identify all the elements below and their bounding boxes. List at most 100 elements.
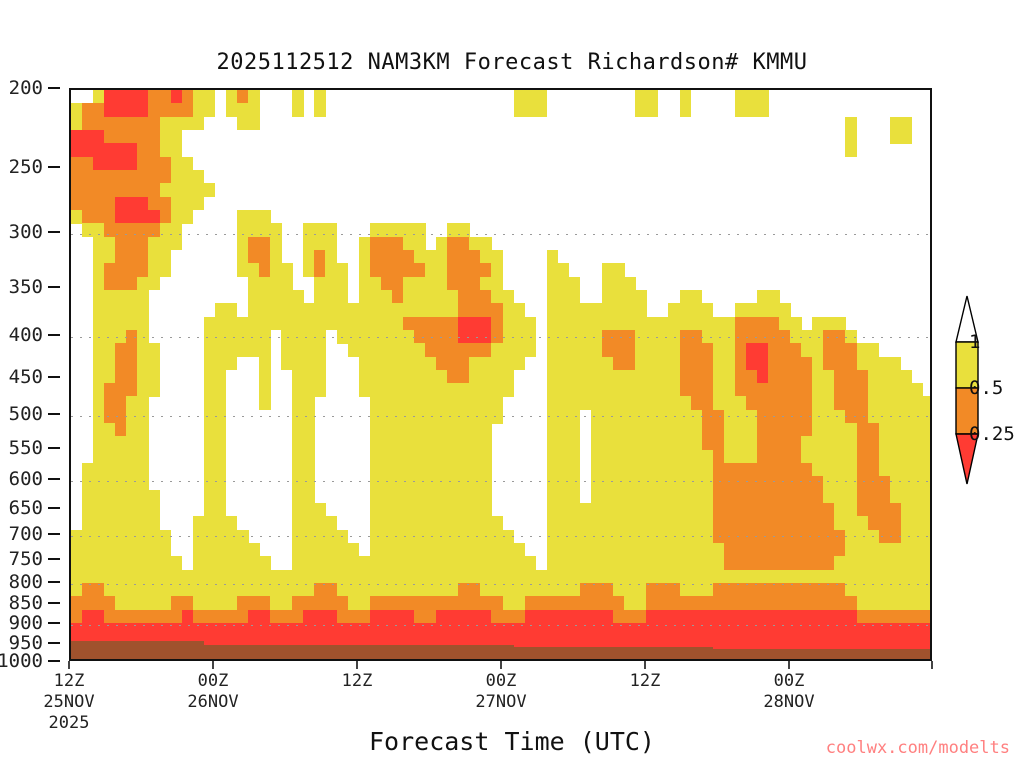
heatmap-cell [436,356,470,371]
heatmap-cell [801,436,858,451]
colorbar-tick-label: 1 [969,331,981,353]
heatmap-cell [845,583,930,597]
heatmap-cell [71,596,116,611]
heatmap-cell [480,249,503,264]
heatmap-cell [93,249,116,264]
heatmap-cell [71,583,83,597]
heatmap-cell [115,209,160,224]
heatmap-cell [104,223,160,238]
heatmap-cell [413,329,459,344]
heatmap-cell [679,329,703,344]
heatmap-cell [93,236,116,251]
y-axis-tick [48,660,60,662]
heatmap-cell [380,276,404,291]
heatmap-cell [856,596,930,611]
heatmap-cell [546,276,581,291]
heatmap-cell [336,609,371,624]
y-axis-tick [48,231,60,234]
heatmap-cell [203,369,227,384]
heatmap-cell [137,156,172,171]
heatmap-cell [369,423,492,437]
terrain-fill [203,645,293,659]
terrain-fill [292,645,515,659]
heatmap-cell [712,343,736,357]
heatmap-cell [480,583,581,597]
heatmap-cell [369,249,415,264]
heatmap-cell [856,423,880,437]
heatmap-cell [170,209,194,224]
y-axis-tick [48,533,60,535]
heatmap-cell [768,369,813,384]
heatmap-cell [635,90,658,104]
y-axis-tick-label: 250 [8,156,43,179]
heatmap-cell [369,449,492,464]
heatmap-cell [823,476,858,491]
heatmap-cell [181,90,194,104]
heatmap-cell [93,449,149,464]
gridline [71,481,930,482]
heatmap-cell [591,423,703,437]
heatmap-cell [546,449,581,464]
heatmap-cell [292,516,338,531]
heatmap-cell [314,583,338,597]
heatmap-cell [856,476,891,491]
heatmap-cell [71,183,160,198]
heatmap-cell [712,476,824,491]
heatmap-cell [679,90,692,104]
heatmap-cell [712,396,747,411]
y-axis-tick-label: 1000 [0,650,43,672]
heatmap-cell [126,329,138,344]
heatmap-cell [712,449,725,464]
heatmap-cell [790,329,824,344]
heatmap-cell [358,276,382,291]
terrain-fill [712,649,930,659]
heatmap-cell [823,329,846,344]
heatmap-cell [203,343,271,357]
gridline [71,234,930,235]
heatmap-cell [71,156,94,171]
heatmap-cell [856,609,930,624]
x-axis-tick-label: 00Z 26NOV [187,671,239,712]
x-axis-tick-label: 00Z 27NOV [475,671,527,712]
heatmap-cell [679,289,703,304]
heatmap-cell [889,116,913,131]
y-axis-tick-label: 200 [8,77,43,99]
heatmap-cell [71,569,930,584]
heatmap-cell [491,609,526,624]
heatmap-cell [292,596,349,611]
heatmap-cell [779,316,802,331]
heatmap-cell [248,236,271,251]
heatmap-cell [170,156,194,171]
heatmap-cell [93,436,149,451]
x-axis: 12Z 25NOV 2025 00Z 26NOV 12Z 00Z 27NOV 12Z 00… [0,661,1024,768]
heatmap-cell [469,236,492,251]
heatmap-cell [82,489,160,504]
heatmap-cell [369,516,503,531]
heatmap-cell [203,356,238,371]
heatmap-cell [236,596,271,611]
heatmap-cell [347,343,426,357]
y-axis-tick-label: 900 [8,612,43,635]
heatmap-cell [71,116,83,131]
heatmap-cell [856,489,891,504]
heatmap-cell [834,383,869,397]
heatmap-cell [602,276,636,291]
heatmap-cell [646,609,858,624]
heatmap-cell [646,596,858,611]
heatmap-cell [292,383,326,397]
heatmap-cell [236,90,249,104]
heatmap-cell [137,383,160,397]
heatmap-cell [812,383,835,397]
heatmap-cell [734,303,791,318]
heatmap-cell [723,423,758,437]
heatmap-cell [71,556,183,571]
heatmap-cell [856,449,880,464]
heatmap-cell [314,276,349,291]
heatmap-cell [314,263,326,278]
heatmap-cell [602,263,625,278]
heatmap-cell [281,343,326,357]
heatmap-cell [214,303,238,318]
heatmap-cell [259,383,271,397]
heatmap-cell [115,423,127,437]
